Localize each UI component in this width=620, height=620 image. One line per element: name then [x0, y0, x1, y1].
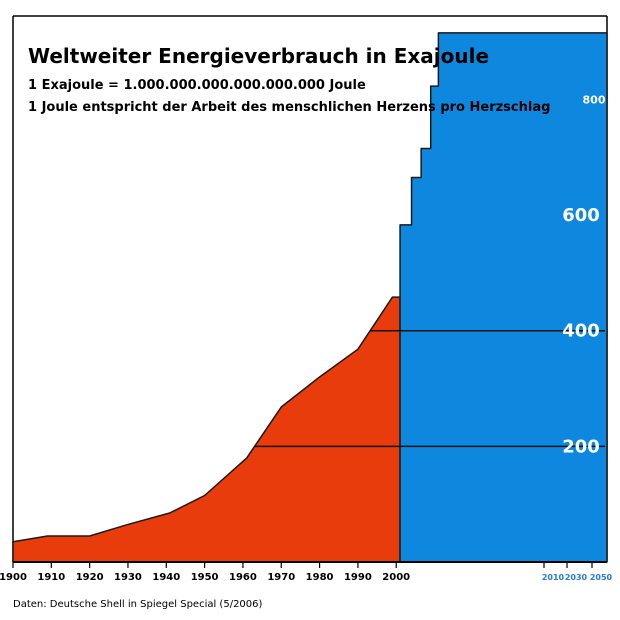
chart-subtitle-2: 1 Joule entspricht der Arbeit des mensch…: [28, 100, 550, 115]
x-tick-label-1940: 1940: [152, 572, 180, 583]
x-tick-label-1910: 1910: [37, 572, 65, 583]
x-tick-label-2010: 2010: [542, 573, 565, 582]
chart-title: Weltweiter Energieverbrauch in Exajoule: [28, 44, 489, 68]
historical-area: [12, 296, 401, 563]
chart-subtitle-1: 1 Exajoule = 1.000.000.000.000.000.000 J…: [28, 78, 366, 93]
gridline-layer: [254, 329, 605, 448]
area-layer: [12, 32, 608, 563]
x-tick-label-1980: 1980: [306, 572, 334, 583]
y-label-layer: 200 400 600 800: [562, 93, 606, 457]
y-label-200: 200: [562, 436, 600, 457]
x-tick-label-1900: 1900: [0, 572, 27, 583]
source-note: Daten: Deutsche Shell in Spiegel Special…: [13, 599, 263, 610]
x-tick-label-2050: 2050: [590, 573, 613, 582]
x-tick-label-2030: 2030: [565, 573, 588, 582]
y-label-400: 400: [562, 321, 600, 342]
x-tick-layer: 1900 1910 1920 1930 1940 1950 1960 1970 1980 1990…: [0, 562, 613, 583]
x-tick-label-1930: 1930: [114, 572, 142, 583]
x-tick-label-1970: 1970: [267, 572, 295, 583]
x-tick-label-1990: 1990: [344, 572, 372, 583]
x-tick-label-1950: 1950: [191, 572, 219, 583]
y-label-600: 600: [562, 205, 600, 226]
x-tick-label-2000: 2000: [382, 572, 410, 583]
y-label-800: 800: [583, 93, 606, 106]
forecast-area: [399, 32, 608, 563]
x-tick-label-1920: 1920: [76, 572, 104, 583]
x-tick-label-1960: 1960: [229, 572, 257, 583]
